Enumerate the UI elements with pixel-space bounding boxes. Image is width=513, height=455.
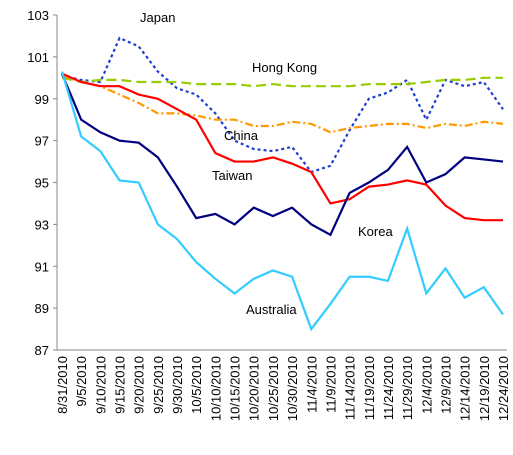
- x-tick-label: 11/4/2010: [304, 356, 319, 413]
- x-tick-label: 12/19/2010: [477, 356, 492, 421]
- y-tick-label: 91: [35, 259, 49, 274]
- x-tick-label: 8/31/2010: [55, 356, 70, 414]
- x-tick-label: 11/14/2010: [343, 356, 358, 420]
- y-tick-label: 97: [35, 134, 49, 149]
- x-tick-label: 9/20/2010: [132, 356, 147, 414]
- series-line: [61, 36, 504, 174]
- series-label: Korea: [358, 224, 393, 239]
- x-tick-label: 10/10/2010: [208, 356, 223, 421]
- y-tick-label: 87: [35, 343, 49, 358]
- x-tick-label: 9/15/2010: [113, 356, 128, 414]
- x-tick-label: 10/5/2010: [189, 356, 204, 414]
- series-label: Japan: [140, 10, 175, 25]
- series-label: Taiwan: [212, 168, 252, 183]
- x-tick-label: 11/9/2010: [323, 356, 338, 413]
- series-line: [60, 71, 504, 332]
- series-line: [61, 74, 504, 134]
- series-label: China: [224, 128, 259, 143]
- x-tick-label: 9/10/2010: [93, 356, 108, 414]
- x-tick-label: 10/30/2010: [285, 356, 300, 421]
- x-tick-label: 9/30/2010: [170, 356, 185, 414]
- series-label: Australia: [246, 302, 297, 317]
- y-tick-label: 95: [35, 176, 49, 191]
- x-tick-label: 9/5/2010: [74, 356, 89, 407]
- x-tick-label: 12/4/2010: [419, 356, 434, 414]
- y-tick-label: 103: [27, 8, 49, 23]
- x-tick-label: 9/25/2010: [151, 356, 166, 414]
- series-line: [60, 73, 504, 237]
- x-tick-label: 12/14/2010: [458, 356, 473, 421]
- x-tick-label: 11/24/2010: [381, 356, 396, 420]
- y-tick-label: 93: [35, 217, 49, 232]
- x-tick-label: 11/29/2010: [400, 356, 415, 420]
- y-tick-label: 89: [35, 301, 49, 316]
- x-tick-label: 12/9/2010: [438, 356, 453, 414]
- x-tick-label: 10/15/2010: [228, 356, 243, 421]
- x-tick-label: 11/19/2010: [362, 356, 377, 420]
- x-tick-label: 10/25/2010: [266, 356, 281, 421]
- series-line: [61, 72, 503, 222]
- series-line: [61, 76, 503, 88]
- x-tick-label: 10/20/2010: [247, 356, 262, 421]
- y-tick-label: 99: [35, 92, 49, 107]
- x-tick-label: 12/24/2010: [496, 356, 511, 421]
- series-label: Hong Kong: [252, 60, 317, 75]
- y-tick-label: 101: [27, 50, 49, 65]
